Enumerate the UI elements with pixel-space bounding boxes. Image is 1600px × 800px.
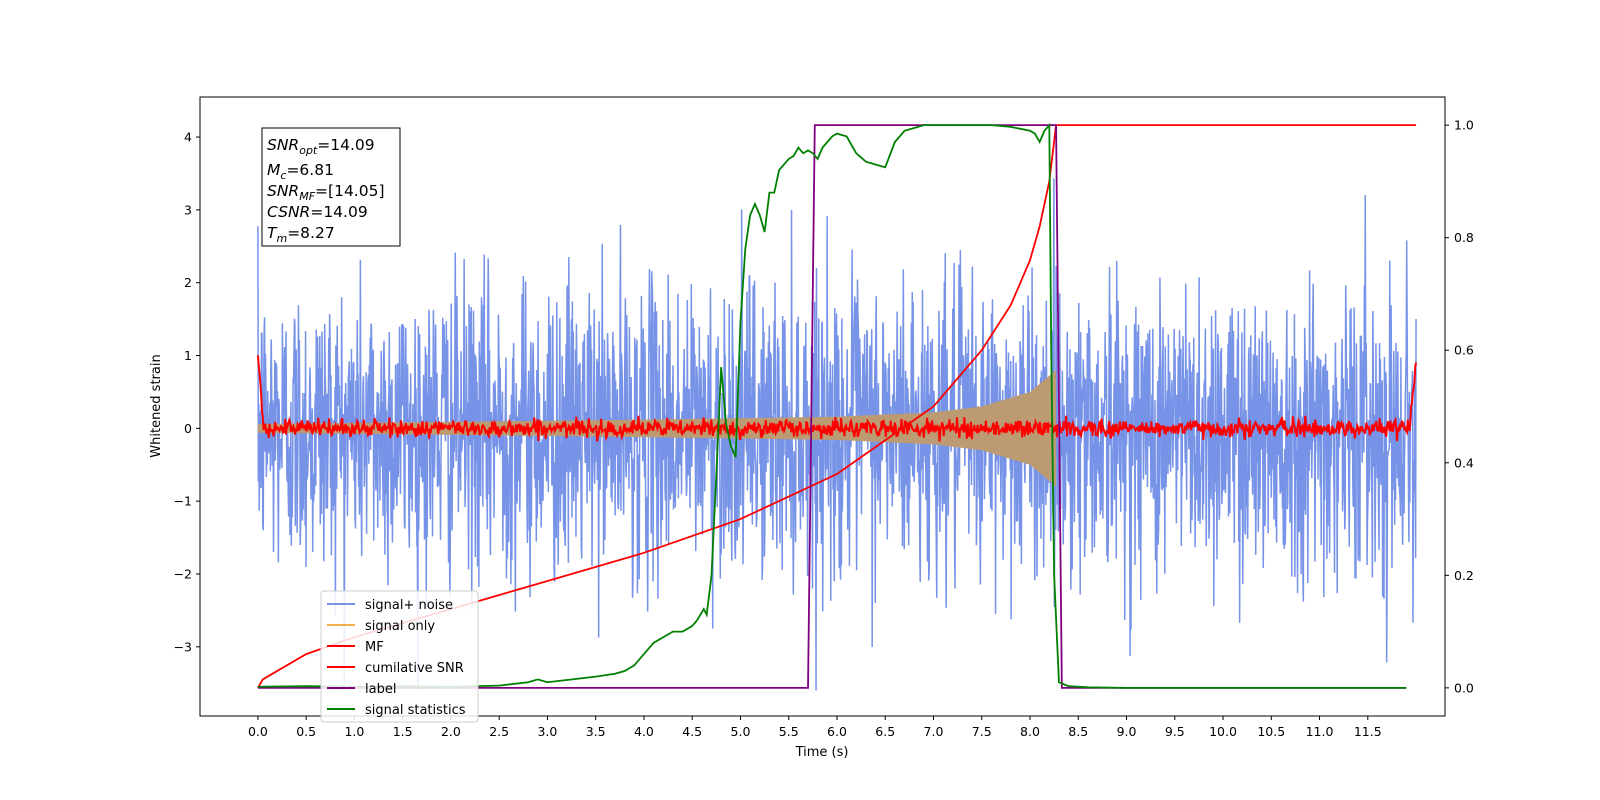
x-tick-label: 7.0 (924, 724, 944, 739)
legend-label-signal-statistics: signal statistics (365, 703, 466, 718)
series-signal-noise (257, 178, 1417, 691)
y-tick-label: 0 (184, 421, 192, 436)
x-tick-label: 3.5 (586, 724, 606, 739)
legend-label-mf: MF (365, 640, 384, 655)
y-tick-label: −3 (174, 639, 192, 654)
legend-label-signal-noise: signal+ noise (365, 598, 453, 613)
x-tick-label: 5.0 (731, 724, 751, 739)
x-tick-label: 8.0 (1020, 724, 1040, 739)
legend-label-signal-only: signal only (365, 619, 435, 634)
y-tick-label: −1 (174, 494, 192, 509)
info-tm: Tm=8.27 (267, 224, 335, 245)
x-tick-label: 10.5 (1257, 724, 1285, 739)
x-tick-label: 4.5 (682, 724, 702, 739)
x-tick-label: 6.5 (875, 724, 895, 739)
info-snr-opt: SNRopt=14.09 (267, 136, 375, 157)
x-tick-label: 7.5 (972, 724, 992, 739)
legend: signal+ noise signal only MF cumilative … (320, 590, 479, 723)
x-tick-label: 9.5 (1165, 724, 1185, 739)
x-tick-label: 2.5 (489, 724, 509, 739)
y2-tick-label: 1.0 (1454, 118, 1474, 133)
x-tick-label: 0.0 (248, 724, 268, 739)
y2-tick-label: 0.2 (1454, 568, 1474, 583)
x-axis: 0.0 0.5 1.0 1.5 2.0 2.5 3.0 3.5 4.0 4.5 5.0 5.5 6.0 6… (248, 716, 1382, 739)
y-tick-label: 2 (184, 275, 192, 290)
y-tick-label: 3 (184, 202, 192, 217)
x-axis-title: Time (s) (795, 745, 849, 760)
info-box-frame (261, 127, 401, 247)
y-tick-label: −2 (174, 566, 192, 581)
y2-tick-label: 0.6 (1454, 343, 1474, 358)
x-tick-label: 11.5 (1354, 724, 1382, 739)
x-tick-label: 8.5 (1068, 724, 1088, 739)
y-tick-label: 1 (184, 348, 192, 363)
x-tick-label: 6.0 (827, 724, 847, 739)
x-tick-label: 1.5 (393, 724, 413, 739)
y-axis-left: −3 −2 −1 0 1 2 3 4 (174, 130, 200, 654)
x-tick-label: 3.0 (537, 724, 557, 739)
x-tick-label: 9.0 (1117, 724, 1137, 739)
info-mc: Mc=6.81 (267, 161, 334, 182)
x-tick-label: 0.5 (296, 724, 316, 739)
y-axis-right: 0.0 0.2 0.4 0.6 0.8 1.0 (1445, 118, 1474, 695)
series-mf (256, 355, 1418, 442)
y-tick-label: 4 (184, 130, 192, 145)
y2-tick-label: 0.8 (1454, 230, 1474, 245)
legend-label-cumulative-snr: cumilative SNR (365, 661, 464, 676)
x-tick-label: 10.0 (1209, 724, 1237, 739)
info-snr-mf: SNRMF=[14.05] (267, 182, 385, 203)
series-signal-statistics (257, 122, 1407, 689)
x-tick-label: 1.0 (344, 724, 364, 739)
info-box: SNRopt=14.09 Mc=6.81 SNRMF=[14.05] CSNR=… (261, 127, 401, 247)
y-axis-title: Whitened strain (149, 354, 164, 457)
legend-label-label: label (365, 682, 396, 697)
legend-frame (320, 590, 479, 723)
x-tick-label: 4.0 (634, 724, 654, 739)
x-tick-label: 11.0 (1306, 724, 1334, 739)
y2-tick-label: 0.0 (1454, 680, 1474, 695)
x-tick-label: 2.0 (441, 724, 461, 739)
x-tick-label: 5.5 (779, 724, 799, 739)
plot-frame (199, 96, 1446, 717)
y2-tick-label: 0.4 (1454, 455, 1474, 470)
info-csnr: CSNR=14.09 (267, 203, 368, 221)
